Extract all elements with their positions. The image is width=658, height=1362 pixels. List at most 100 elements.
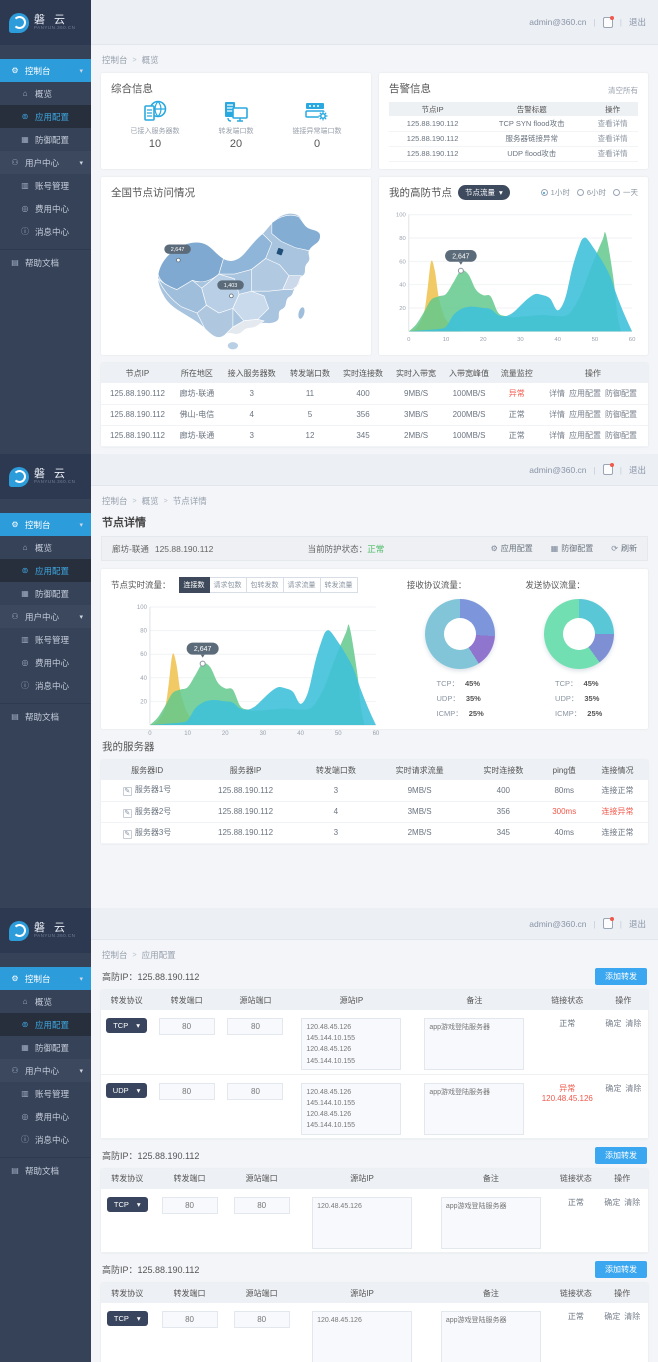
- sidebar-item-account[interactable]: ▥ 账号管理: [21, 1088, 70, 1099]
- confirm-link[interactable]: 确定: [605, 1083, 622, 1093]
- range-6h-radio[interactable]: 6小时: [576, 187, 606, 198]
- sidebar-item-overview[interactable]: ⌂ 概览: [0, 536, 91, 559]
- view-detail-link[interactable]: 查看详情: [587, 116, 638, 132]
- defense-config-button[interactable]: ▦ 防御配置: [550, 544, 594, 553]
- source-port-input[interactable]: [227, 1018, 284, 1035]
- edit-icon[interactable]: ✎: [122, 808, 132, 818]
- sidebar-item-account[interactable]: ▥ 账号管理: [21, 180, 70, 191]
- logout-link[interactable]: 退出: [628, 17, 646, 27]
- edit-icon[interactable]: ✎: [122, 829, 132, 839]
- sidebar-item-account[interactable]: ▥ 账号管理: [21, 634, 70, 645]
- tab-forward-traffic[interactable]: 转发流量: [320, 577, 358, 593]
- clear-all-link[interactable]: 清空所有: [608, 86, 638, 95]
- logout-link[interactable]: 退出: [628, 918, 646, 929]
- protocol-select[interactable]: TCP ▾: [106, 1018, 147, 1033]
- document-icon: ▤: [11, 712, 19, 721]
- notification-icon[interactable]: [602, 463, 614, 475]
- forward-port-input[interactable]: [161, 1196, 218, 1214]
- sidebar-item-fee-center[interactable]: ◎ 费用中心: [21, 203, 70, 214]
- protocol-select[interactable]: UDP ▾: [105, 1082, 148, 1098]
- sidebar-item-user-center[interactable]: ⚇ 用户中心 ▾: [0, 151, 91, 174]
- confirm-link[interactable]: 确定: [605, 1019, 622, 1028]
- sidebar-item-defense-config[interactable]: ▦ 防御配置: [21, 134, 70, 145]
- tab-forward-packets[interactable]: 包转发数: [246, 577, 284, 593]
- sidebar-item-app-config[interactable]: ⊚ 应用配置: [0, 105, 91, 128]
- refresh-button[interactable]: ⟳ 刷新: [611, 544, 637, 553]
- sidebar-item-help-docs[interactable]: ▤ 帮助文档: [0, 1157, 91, 1183]
- app-config-link[interactable]: 应用配置: [569, 410, 601, 419]
- clear-link[interactable]: 清除: [625, 1083, 642, 1093]
- sidebar-item-console[interactable]: ⚙ 控制台 ▾: [0, 59, 91, 82]
- source-ip-textarea[interactable]: 120.48.45.126 145.144.10.155 120.48.45.1…: [301, 1018, 402, 1070]
- detail-link[interactable]: 详情: [549, 431, 565, 440]
- traffic-area-chart[interactable]: 20 40 60 80 100 0 10 20 30 40 50 60 2,647: [389, 204, 638, 346]
- protocol-select[interactable]: TCP ▾: [106, 1196, 148, 1212]
- sidebar-item-message-center[interactable]: ⓘ 消息中心: [21, 680, 70, 691]
- defense-config-link[interactable]: 防御配置: [605, 388, 637, 398]
- app-config-button[interactable]: ⚙ 应用配置: [490, 544, 533, 553]
- tab-request-packets[interactable]: 请求包数: [209, 577, 247, 593]
- add-forward-button[interactable]: 添加转发: [595, 968, 647, 985]
- traffic-area-chart[interactable]: 20 40 60 80 100 0 10 20 30 40 50 60 2,647: [111, 597, 401, 739]
- range-1h-radio[interactable]: 1小时: [540, 187, 570, 198]
- sidebar-item-app-config[interactable]: ⊚ 应用配置: [0, 559, 91, 582]
- gear-icon: ⚙: [490, 544, 498, 553]
- clear-link[interactable]: 清除: [624, 1312, 641, 1321]
- note-textarea[interactable]: app游戏登陆服务器: [440, 1311, 541, 1362]
- tab-connections[interactable]: 连接数: [178, 577, 210, 593]
- source-ip-textarea[interactable]: 120.48.45.126 145.144.10.155 120.48.45.1…: [301, 1082, 402, 1135]
- note-textarea[interactable]: app游戏登陆服务器: [424, 1018, 525, 1070]
- sidebar-item-defense-config[interactable]: ▦ 防御配置: [21, 588, 70, 599]
- china-map[interactable]: 2,647 1,403: [111, 204, 361, 352]
- notification-icon[interactable]: [602, 15, 614, 28]
- sidebar-item-defense-config[interactable]: ▦ 防御配置: [21, 1042, 70, 1053]
- sidebar-item-console[interactable]: ⚙ 控制台 ▾: [0, 967, 91, 990]
- protocol-select[interactable]: TCP ▾: [106, 1311, 148, 1326]
- sidebar-item-message-center[interactable]: ⓘ 消息中心: [21, 226, 70, 237]
- source-ip-textarea[interactable]: 120.48.45.126: [312, 1311, 413, 1362]
- source-port-input[interactable]: [233, 1196, 290, 1214]
- range-1d-radio[interactable]: 一天: [613, 187, 638, 198]
- logout-link[interactable]: 退出: [628, 464, 646, 475]
- sidebar-item-message-center[interactable]: ⓘ 消息中心: [21, 1134, 70, 1145]
- sidebar-item-fee-center[interactable]: ◎ 费用中心: [21, 1111, 70, 1122]
- source-port-input[interactable]: [227, 1082, 284, 1100]
- source-ip-textarea[interactable]: 120.48.45.126: [312, 1196, 413, 1249]
- sidebar-item-user-center[interactable]: ⚇ 用户中心 ▾: [0, 1059, 91, 1082]
- notification-icon[interactable]: [602, 917, 614, 929]
- user-email[interactable]: admin@360.cn: [529, 464, 587, 475]
- app-config-link[interactable]: 应用配置: [569, 431, 601, 440]
- detail-link[interactable]: 详情: [549, 410, 565, 419]
- user-email[interactable]: admin@360.cn: [529, 17, 587, 27]
- edit-icon[interactable]: ✎: [122, 787, 132, 797]
- note-textarea[interactable]: app游戏登陆服务器: [440, 1196, 541, 1249]
- clear-link[interactable]: 清除: [624, 1197, 641, 1207]
- add-forward-button[interactable]: 添加转发: [595, 1261, 647, 1278]
- app-config-link[interactable]: 应用配置: [569, 388, 601, 398]
- sidebar-item-help-docs[interactable]: ▤ 帮助文档: [0, 703, 91, 729]
- add-forward-button[interactable]: 添加转发: [595, 1146, 647, 1164]
- clear-link[interactable]: 清除: [625, 1019, 642, 1028]
- sidebar-item-user-center[interactable]: ⚇ 用户中心 ▾: [0, 605, 91, 628]
- traffic-type-dropdown[interactable]: 节点流量 ▾: [458, 185, 510, 200]
- sidebar-item-app-config[interactable]: ⊚ 应用配置: [0, 1013, 91, 1036]
- view-detail-link[interactable]: 查看详情: [587, 131, 638, 147]
- defense-config-link[interactable]: 防御配置: [605, 410, 637, 419]
- confirm-link[interactable]: 确定: [604, 1197, 621, 1207]
- forward-port-input[interactable]: [158, 1018, 215, 1035]
- sidebar-item-fee-center[interactable]: ◎ 费用中心: [21, 657, 70, 668]
- forward-port-input[interactable]: [158, 1082, 215, 1100]
- detail-link[interactable]: 详情: [549, 388, 565, 398]
- forward-port-input[interactable]: [161, 1311, 218, 1328]
- source-port-input[interactable]: [233, 1311, 290, 1328]
- sidebar-item-help-docs[interactable]: ▤ 帮助文档: [0, 249, 91, 275]
- confirm-link[interactable]: 确定: [604, 1312, 621, 1321]
- view-detail-link[interactable]: 查看详情: [587, 146, 638, 162]
- sidebar-item-overview[interactable]: ⌂ 概览: [0, 82, 91, 105]
- sidebar-item-overview[interactable]: ⌂ 概览: [0, 990, 91, 1013]
- user-email[interactable]: admin@360.cn: [529, 918, 587, 929]
- defense-config-link[interactable]: 防御配置: [605, 431, 637, 440]
- note-textarea[interactable]: app游戏登陆服务器: [424, 1082, 525, 1135]
- tab-request-traffic[interactable]: 请求流量: [283, 577, 321, 593]
- sidebar-item-console[interactable]: ⚙ 控制台 ▾: [0, 513, 91, 536]
